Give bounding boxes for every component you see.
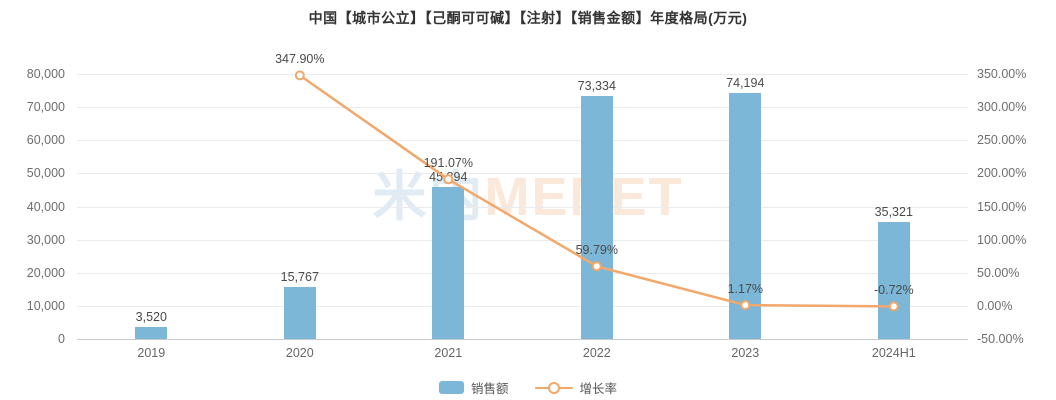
line-marker-2020[interactable]	[294, 70, 305, 81]
growth-label-2023: 1.17%	[727, 282, 764, 297]
y-axis-tick-right: 0.00%	[977, 298, 1013, 313]
y-axis-tick-right: 150.00%	[977, 199, 1027, 214]
legend: 销售额 增长率	[0, 378, 1056, 397]
y-axis-tick-left: 50,000	[26, 166, 65, 181]
y-axis-tick-left: 80,000	[26, 67, 65, 81]
x-axis-label-2024H1: 2024H1	[871, 346, 916, 360]
gridline	[77, 239, 968, 241]
x-axis-label-2019: 2019	[137, 346, 166, 360]
y-axis-tick-left: 60,000	[26, 133, 65, 148]
x-axis-line	[77, 339, 968, 340]
y-axis-tick-right: 50.00%	[977, 265, 1020, 280]
y-axis-tick-right: 100.00%	[977, 232, 1027, 247]
y-axis-tick-left: 70,000	[26, 100, 65, 115]
y-axis-tick-left: 40,000	[26, 199, 65, 214]
legend-item-growth[interactable]: 增长率	[534, 378, 618, 397]
growth-line-path	[299, 74, 894, 308]
x-axis-label-2020: 2020	[285, 346, 314, 360]
gridline	[77, 107, 968, 109]
y-axis-tick-right: 300.00%	[977, 100, 1027, 115]
growth-line-icon	[534, 381, 573, 395]
legend-growth-label: 增长率	[579, 382, 618, 396]
line-marker-2024H1[interactable]	[888, 301, 899, 312]
bar-2020[interactable]	[283, 286, 316, 339]
bar-value-label-2020: 15,767	[280, 269, 319, 284]
line-marker-2021[interactable]	[443, 174, 454, 185]
bar-value-label-2022: 73,334	[577, 79, 616, 94]
gridline	[77, 305, 968, 307]
growth-label-2021: 191.07%	[423, 156, 473, 171]
y-axis-tick-left: 30,000	[26, 232, 65, 247]
bar-value-label-2023: 74,194	[726, 76, 765, 91]
gridline	[77, 272, 968, 274]
legend-sales-label: 销售额	[470, 382, 509, 396]
y-axis-tick-right: 200.00%	[977, 166, 1027, 181]
x-axis-label-2021: 2021	[434, 346, 463, 360]
x-axis-label-2022: 2022	[582, 346, 611, 360]
y-axis-tick-left: 0	[58, 332, 65, 346]
x-axis-label-2023: 2023	[731, 346, 760, 360]
y-axis-tick-right: -50.00%	[977, 332, 1024, 346]
growth-label-2022: 59.79%	[575, 243, 618, 258]
bar-value-label-2019: 3,520	[135, 310, 167, 325]
bar-2022[interactable]	[580, 96, 613, 339]
sales-swatch-icon	[438, 381, 464, 394]
growth-line	[294, 70, 899, 312]
gridline	[77, 206, 968, 208]
y-axis-tick-right: 350.00%	[977, 67, 1027, 81]
bar-2023[interactable]	[729, 93, 762, 339]
gridline	[77, 140, 968, 142]
gridline	[77, 74, 968, 75]
chart-title: 中国【城市公立】【己酮可可碱】【注射】【销售金额】年度格局(万元)	[308, 10, 748, 26]
gridline	[77, 173, 968, 175]
line-marker-2023[interactable]	[740, 300, 751, 311]
y-axis-tick-right: 250.00%	[977, 133, 1027, 148]
bar-2021[interactable]	[432, 187, 465, 339]
growth-label-2024H1: -0.72%	[873, 283, 914, 298]
y-axis-tick-left: 20,000	[26, 265, 65, 280]
bar-2024H1[interactable]	[877, 222, 910, 339]
growth-label-2020: 347.90%	[275, 52, 325, 67]
bar-value-label-2024H1: 35,321	[874, 205, 913, 219]
bar-2019[interactable]	[135, 327, 168, 339]
line-marker-2022[interactable]	[591, 261, 602, 272]
legend-item-sales[interactable]: 销售额	[438, 378, 509, 397]
y-axis-tick-left: 10,000	[26, 298, 65, 313]
